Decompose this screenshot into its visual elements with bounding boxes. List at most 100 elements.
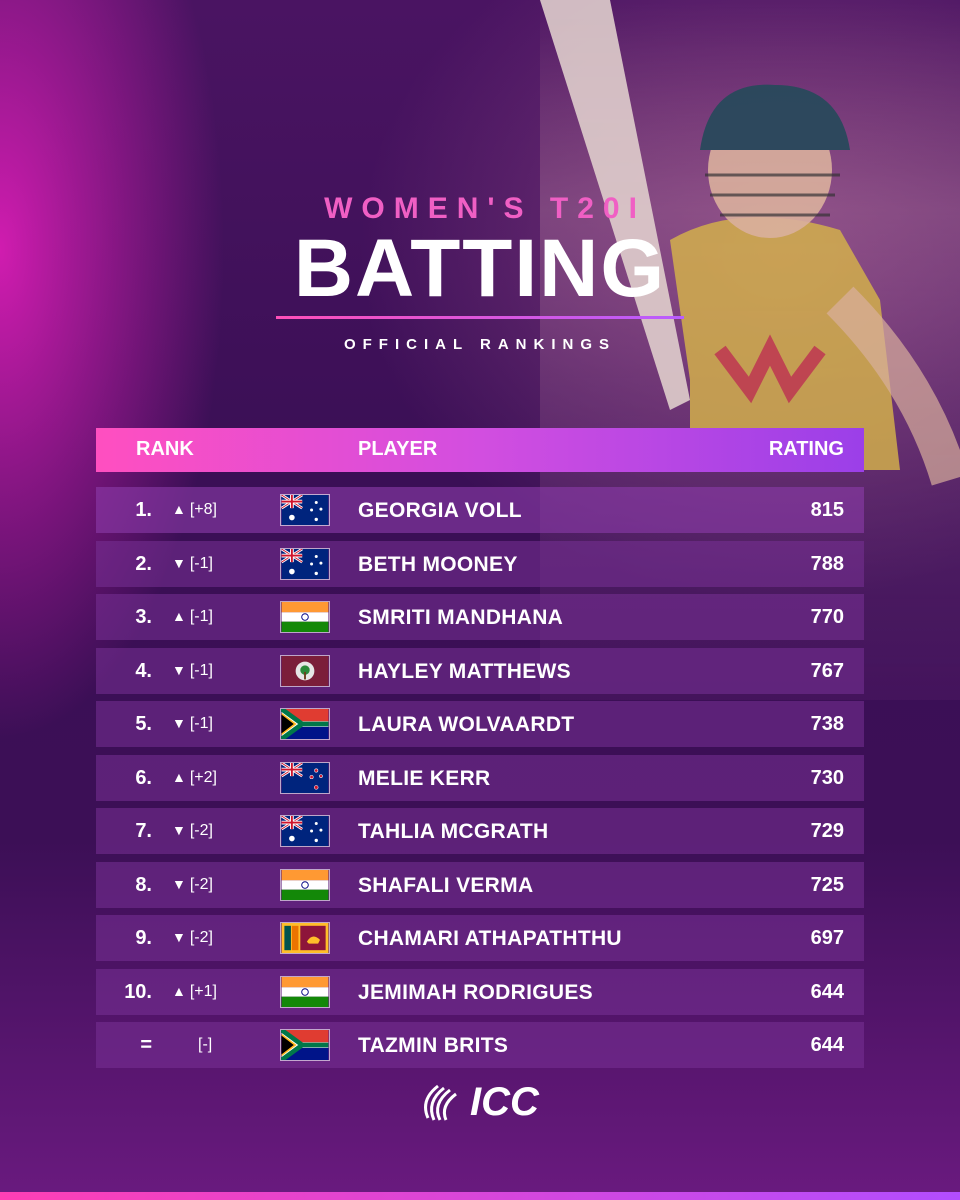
australia-flag bbox=[280, 547, 330, 580]
player-name: TAZMIN BRITS bbox=[358, 1034, 509, 1057]
south-africa-flag bbox=[280, 1029, 330, 1061]
rank-change: ▲ [+2] bbox=[172, 769, 217, 787]
rank-number: 3. bbox=[135, 606, 152, 628]
table-header: RANK PLAYER RATING bbox=[96, 428, 864, 472]
up-arrow-icon: ▲ bbox=[172, 768, 186, 785]
table-row: 3. ▲ [-1] SMRITI MANDHANA 770 bbox=[96, 594, 864, 640]
rank-change-value: [-2] bbox=[189, 822, 213, 839]
rank-change: ▼ [-1] bbox=[172, 662, 213, 680]
player-name: BETH MOONEY bbox=[358, 552, 518, 576]
rank-change-value: [-] bbox=[198, 1036, 213, 1053]
rank-change: ▲ [+1] bbox=[172, 983, 217, 1001]
rank-change: ▲ [+8] bbox=[172, 501, 217, 519]
player-name: SMRITI MANDHANA bbox=[358, 606, 564, 629]
new-zealand-flag bbox=[280, 761, 330, 794]
table-row: 6. ▲ [+2] MELIE KERR 730 bbox=[96, 754, 864, 801]
rank-change-value: [+1] bbox=[189, 982, 217, 1000]
rankings-list: 1. ▲ [+8] GEORGIA VOLL 815 2. ▼ [-1] BETH MOONEY… bbox=[96, 487, 864, 1076]
player-rating: 788 bbox=[810, 552, 844, 575]
player-rating: 725 bbox=[810, 873, 844, 896]
table-row: 9. ▼ [-2] CHAMARI ATHAPATHTHU 697 bbox=[96, 915, 864, 961]
down-arrow-icon: ▼ bbox=[172, 822, 186, 838]
page-title: BATTING bbox=[293, 223, 667, 314]
table-row: 1. ▲ [+8] GEORGIA VOLL 815 bbox=[96, 487, 864, 533]
rank-number: 4. bbox=[135, 659, 152, 682]
down-arrow-icon: ▼ bbox=[172, 661, 186, 678]
player-rating: 644 bbox=[810, 980, 844, 1003]
rating-column-header: RATING bbox=[768, 438, 844, 460]
player-rating: 738 bbox=[810, 713, 844, 735]
rank-change: ▼ [-1] bbox=[172, 715, 213, 733]
australia-flag bbox=[280, 494, 330, 526]
up-arrow-icon: ▲ bbox=[172, 608, 186, 624]
table-row: 7. ▼ [-2] TAHLIA MCGRATH 729 bbox=[96, 808, 864, 854]
rank-change: ▼ [-1] bbox=[172, 555, 213, 573]
rank-number: 1. bbox=[135, 499, 152, 521]
rank-change-value: [-1] bbox=[189, 608, 213, 625]
player-name: SHAFALI VERMA bbox=[358, 873, 534, 897]
rank-number: 8. bbox=[135, 873, 152, 896]
player-rating: 644 bbox=[810, 1034, 844, 1056]
kicker-title: WOMEN'S T20I bbox=[324, 192, 646, 225]
down-arrow-icon: ▼ bbox=[172, 875, 186, 892]
rank-change-value: [+8] bbox=[189, 501, 217, 518]
player-rating: 729 bbox=[810, 820, 844, 842]
rank-number: 6. bbox=[135, 766, 152, 789]
rank-change: ▼ [-2] bbox=[172, 929, 213, 947]
rank-column-header: RANK bbox=[136, 438, 194, 460]
rank-change-value: [-1] bbox=[189, 715, 213, 732]
down-arrow-icon: ▼ bbox=[172, 554, 186, 571]
sri-lanka-flag bbox=[280, 922, 330, 954]
up-arrow-icon: ▲ bbox=[172, 501, 186, 517]
rank-change: [-] bbox=[172, 1036, 212, 1054]
icc-logo: ICC bbox=[420, 1080, 560, 1124]
table-row: = [-] TAZMIN BRITS 644 bbox=[96, 1022, 864, 1068]
rank-change-value: [-1] bbox=[189, 554, 213, 572]
rank-number: = bbox=[140, 1034, 152, 1056]
rank-change-value: [-1] bbox=[189, 661, 213, 679]
rank-number: 9. bbox=[135, 927, 152, 949]
subtitle: OFFICIAL RANKINGS bbox=[343, 336, 617, 353]
logo-text: ICC bbox=[470, 1080, 539, 1124]
down-arrow-icon: ▼ bbox=[172, 715, 186, 731]
cricket-ball-icon bbox=[424, 1084, 457, 1121]
player-rating: 767 bbox=[810, 659, 844, 682]
rank-number: 5. bbox=[135, 713, 152, 735]
player-name: LAURA WOLVAARDT bbox=[358, 713, 575, 736]
table-row: 4. ▼ [-1] HAYLEY MATTHEWS 767 bbox=[96, 647, 864, 694]
player-rating: 730 bbox=[810, 766, 844, 789]
title-underline bbox=[276, 316, 684, 319]
player-rating: 815 bbox=[810, 499, 844, 521]
player-rating: 770 bbox=[810, 606, 844, 628]
player-name: TAHLIA MCGRATH bbox=[358, 820, 549, 843]
player-rating: 697 bbox=[810, 927, 844, 949]
west-indies-flag bbox=[280, 654, 330, 687]
rank-change-value: [-2] bbox=[189, 875, 213, 893]
rank-number: 2. bbox=[135, 552, 152, 575]
down-arrow-icon: ▼ bbox=[172, 929, 186, 945]
up-arrow-icon: ▲ bbox=[172, 982, 186, 999]
rank-change-value: [+2] bbox=[189, 768, 217, 786]
table-row: 10. ▲ [+1] JEMIMAH RODRIGUES 644 bbox=[96, 968, 864, 1015]
table-row: 5. ▼ [-1] LAURA WOLVAARDT 738 bbox=[96, 701, 864, 747]
rank-number: 10. bbox=[124, 980, 152, 1003]
rank-change: ▼ [-2] bbox=[172, 876, 213, 894]
south-africa-flag bbox=[280, 708, 330, 740]
rank-change-value: [-2] bbox=[189, 929, 213, 946]
rank-change: ▲ [-1] bbox=[172, 608, 213, 626]
player-column-header: PLAYER bbox=[358, 438, 438, 460]
player-name: JEMIMAH RODRIGUES bbox=[358, 980, 593, 1004]
player-name: HAYLEY MATTHEWS bbox=[358, 659, 571, 683]
table-row: 8. ▼ [-2] SHAFALI VERMA 725 bbox=[96, 861, 864, 908]
rank-number: 7. bbox=[135, 820, 152, 842]
player-name: MELIE KERR bbox=[358, 766, 491, 790]
australia-flag bbox=[280, 815, 330, 847]
table-row: 2. ▼ [-1] BETH MOONEY 788 bbox=[96, 540, 864, 587]
india-flag bbox=[280, 601, 330, 633]
india-flag bbox=[280, 975, 330, 1008]
player-name: CHAMARI ATHAPATHTHU bbox=[358, 927, 622, 950]
rank-change: ▼ [-2] bbox=[172, 822, 213, 840]
player-name: GEORGIA VOLL bbox=[358, 499, 522, 522]
india-flag bbox=[280, 868, 330, 901]
bottom-stripe bbox=[0, 1192, 960, 1200]
